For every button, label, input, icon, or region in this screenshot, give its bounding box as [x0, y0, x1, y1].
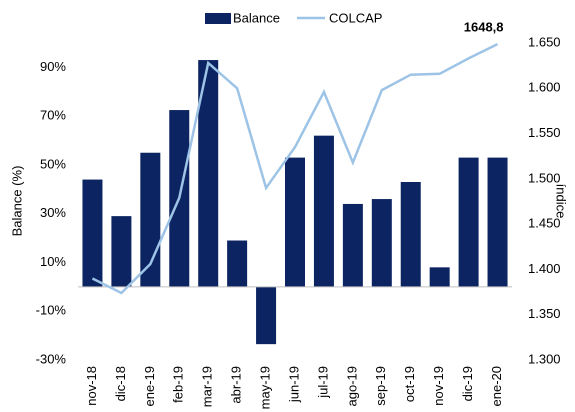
- x-tick-label: abr-19: [229, 366, 244, 404]
- x-tick-label: mar-19: [200, 366, 215, 407]
- x-tick-label: dic-18: [113, 366, 128, 401]
- bar: [227, 240, 248, 287]
- x-tick-label: may-19: [258, 366, 273, 409]
- bar: [371, 199, 392, 287]
- y-tick-label: 50%: [40, 156, 66, 171]
- y-axis-label: Balance (%): [9, 166, 24, 237]
- y2-tick-label: 1.300: [528, 351, 561, 366]
- x-tick-label: ene-20: [489, 366, 504, 406]
- x-tick-label: jul-19: [315, 366, 330, 399]
- y-tick-label: -30%: [36, 351, 67, 366]
- y-tick-label: 30%: [40, 205, 66, 220]
- y2-tick-label: 1.400: [528, 261, 561, 276]
- y-tick-label: 70%: [40, 108, 66, 123]
- y2-tick-label: 1.350: [528, 306, 561, 321]
- x-tick-label: dic-19: [460, 366, 475, 401]
- x-tick-label: oct-19: [402, 366, 417, 402]
- x-tick-label: sep-19: [373, 366, 388, 406]
- bar: [111, 216, 132, 287]
- x-tick-label: ago-19: [344, 366, 359, 406]
- bar: [458, 157, 479, 287]
- bar: [256, 286, 277, 345]
- bar: [487, 157, 508, 287]
- bar: [429, 267, 450, 287]
- x-tick-label: nov-19: [431, 366, 446, 406]
- bar: [140, 152, 161, 287]
- x-tick-label: ene-19: [142, 366, 157, 406]
- y-tick-label: 90%: [40, 59, 66, 74]
- x-tick-label: jun-19: [286, 366, 301, 403]
- y-tick-label: 10%: [40, 254, 66, 269]
- bar: [285, 157, 305, 287]
- bar: [313, 135, 334, 287]
- y2-axis-label: índice: [554, 184, 569, 219]
- line: [91, 42, 499, 295]
- y2-tick-label: 1.550: [528, 125, 561, 140]
- y2-tick-label: 1.450: [528, 216, 561, 231]
- y2-tick-label: 1.650: [528, 34, 561, 49]
- x-tick-label: feb-19: [171, 366, 186, 403]
- y2-tick-label: 1.500: [528, 170, 561, 185]
- bar: [198, 60, 219, 287]
- data-label: 1648,8: [464, 20, 504, 35]
- bar: [400, 181, 421, 287]
- y2-tick-label: 1.600: [528, 80, 561, 95]
- legend-label: COLCAP: [329, 10, 382, 25]
- legend-label: Balance: [233, 10, 280, 25]
- legend-swatch: [205, 13, 231, 24]
- x-tick-label: nov-18: [84, 366, 99, 406]
- y-tick-label: -10%: [36, 303, 67, 318]
- bar: [82, 179, 103, 287]
- bar: [342, 203, 363, 287]
